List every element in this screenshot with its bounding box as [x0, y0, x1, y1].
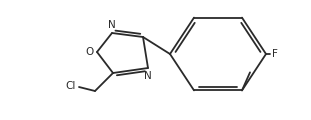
Text: N: N [108, 20, 116, 30]
Text: O: O [86, 47, 94, 57]
Text: F: F [272, 49, 278, 59]
Text: Cl: Cl [66, 81, 76, 91]
Text: N: N [144, 71, 152, 81]
